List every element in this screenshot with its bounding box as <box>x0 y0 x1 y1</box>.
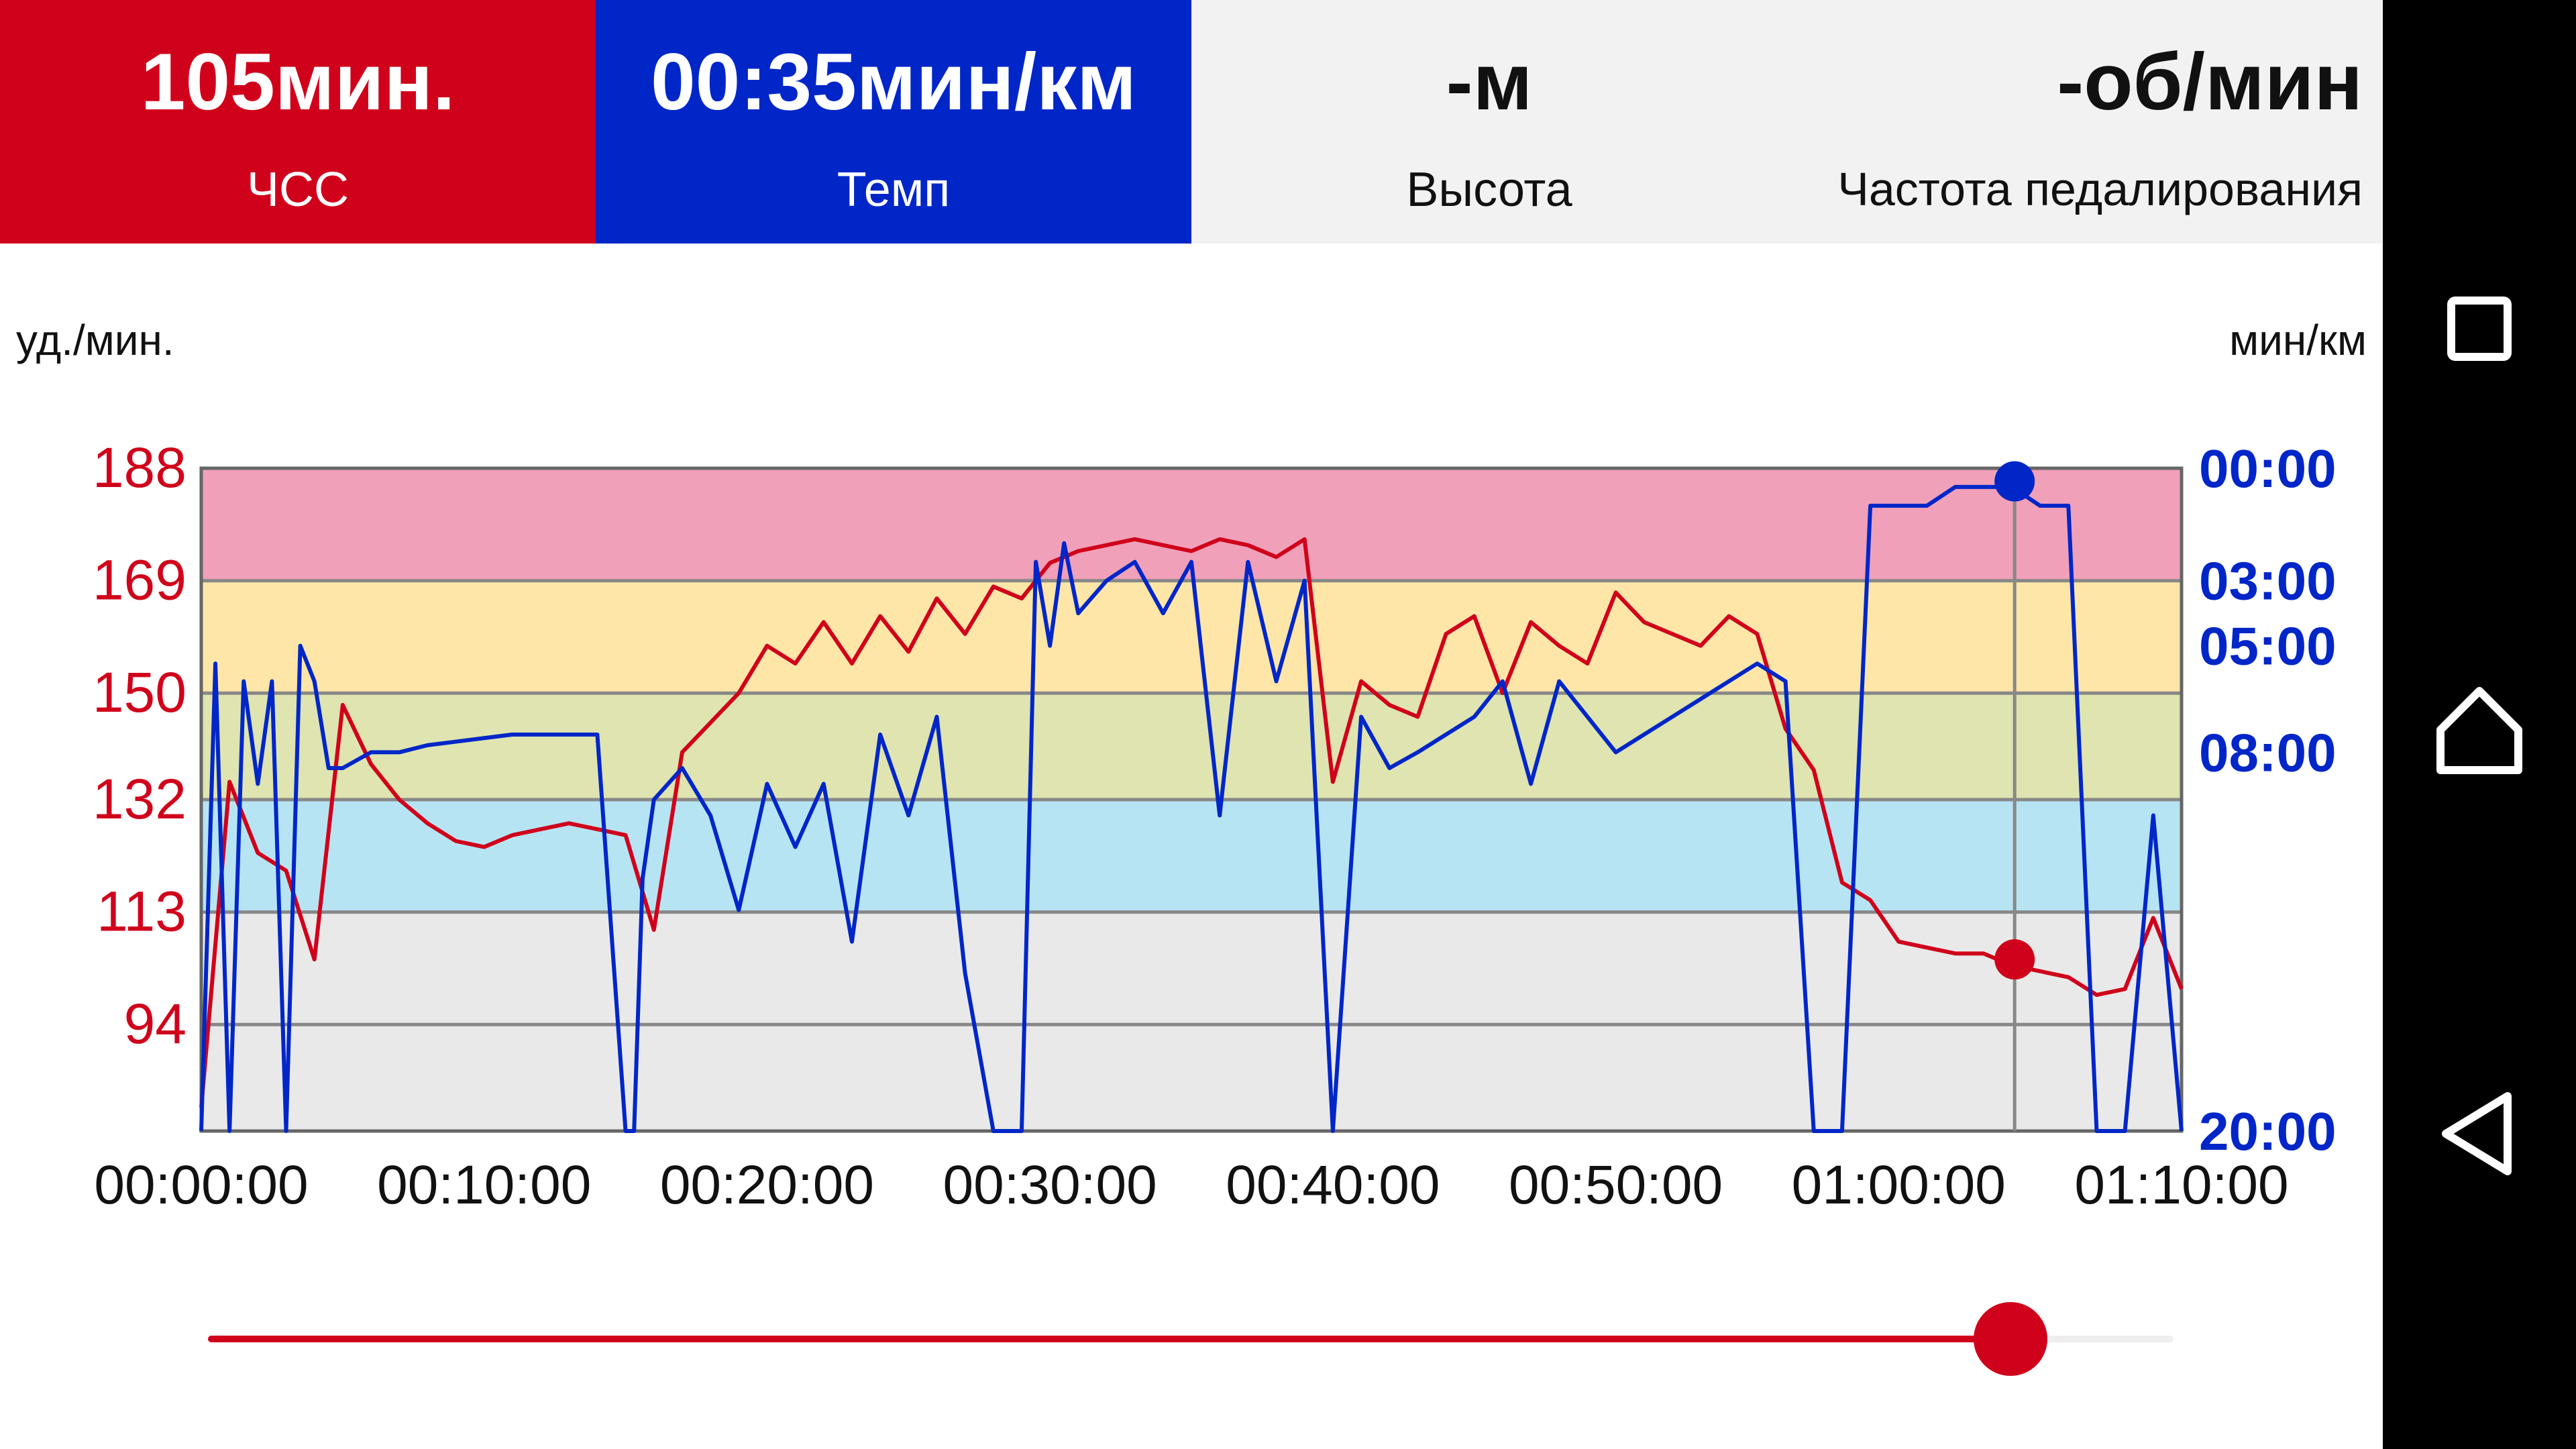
plot-frame <box>199 466 2184 1133</box>
heart-rate-value: 105мин. <box>140 37 455 127</box>
x-tick-label-6: 01:00:00 <box>1792 1155 2006 1216</box>
slider-fill <box>208 1336 2010 1342</box>
hr-zone-band-2 <box>201 693 2182 800</box>
right-axis-unit: мин/км <box>2229 316 2367 364</box>
square-recents-icon[interactable] <box>2426 275 2533 382</box>
cursor-pace-dot <box>1994 461 2035 502</box>
pace-line <box>199 484 2184 1133</box>
x-tick-label-5: 00:50:00 <box>1509 1155 1723 1216</box>
cursor-hr-dot <box>1994 939 2035 980</box>
hr-zone-band-4 <box>201 912 2182 1131</box>
altitude-label: Высота <box>1406 163 1572 217</box>
altitude-tile[interactable]: -м Высота <box>1191 0 1787 244</box>
pace-value: 00:35мин/км <box>650 37 1137 127</box>
x-tick-label-2: 00:20:00 <box>660 1155 874 1216</box>
pace-tile[interactable]: 00:35мин/км Темп <box>596 0 1191 244</box>
home-icon[interactable] <box>2426 678 2533 785</box>
right-tick-label-4: 20:00 <box>2199 1102 2337 1161</box>
heart-rate-tile[interactable]: 105мин. ЧСС <box>0 0 596 244</box>
x-tick-label-1: 00:10:00 <box>377 1155 591 1216</box>
timeline-slider[interactable] <box>208 1288 2174 1389</box>
left-axis-unit: уд./мин. <box>16 316 174 364</box>
cadence-value: -об/мин <box>2057 37 2363 127</box>
left-tick-label-3: 132 <box>93 767 186 830</box>
right-tick-label-0: 00:00 <box>2199 439 2337 498</box>
x-tick-label-4: 00:40:00 <box>1226 1155 1440 1216</box>
right-tick-label-2: 05:00 <box>2199 616 2337 676</box>
left-tick-label-4: 113 <box>97 880 186 943</box>
right-tick-label-3: 08:00 <box>2199 722 2337 782</box>
altitude-value: -м <box>1446 37 1533 127</box>
back-triangle-icon[interactable] <box>2426 1080 2533 1187</box>
heart-rate-label: ЧСС <box>247 163 349 217</box>
cadence-tile[interactable]: -об/мин Частота педалирования <box>1787 0 2383 244</box>
cadence-label: Частота педалирования <box>1837 163 2363 215</box>
left-tick-label-5: 94 <box>124 992 186 1055</box>
left-tick-label-2: 150 <box>93 661 186 724</box>
metrics-header: 105мин. ЧСС 00:35мин/км Темп -м Высота -… <box>0 0 2383 244</box>
left-tick-label-0: 188 <box>93 436 186 499</box>
right-tick-label-1: 03:00 <box>2199 551 2337 611</box>
hr-zone-band-3 <box>201 800 2182 912</box>
left-tick-label-1: 169 <box>93 549 186 612</box>
pace-label: Темп <box>837 163 951 217</box>
x-tick-label-7: 01:10:00 <box>2074 1155 2288 1216</box>
hr-zone-band-1 <box>201 580 2182 694</box>
system-nav-bar <box>2383 0 2576 1449</box>
slider-thumb[interactable] <box>1973 1302 2047 1376</box>
x-tick-label-3: 00:30:00 <box>943 1155 1157 1216</box>
x-tick-label-0: 00:00:00 <box>94 1155 308 1216</box>
